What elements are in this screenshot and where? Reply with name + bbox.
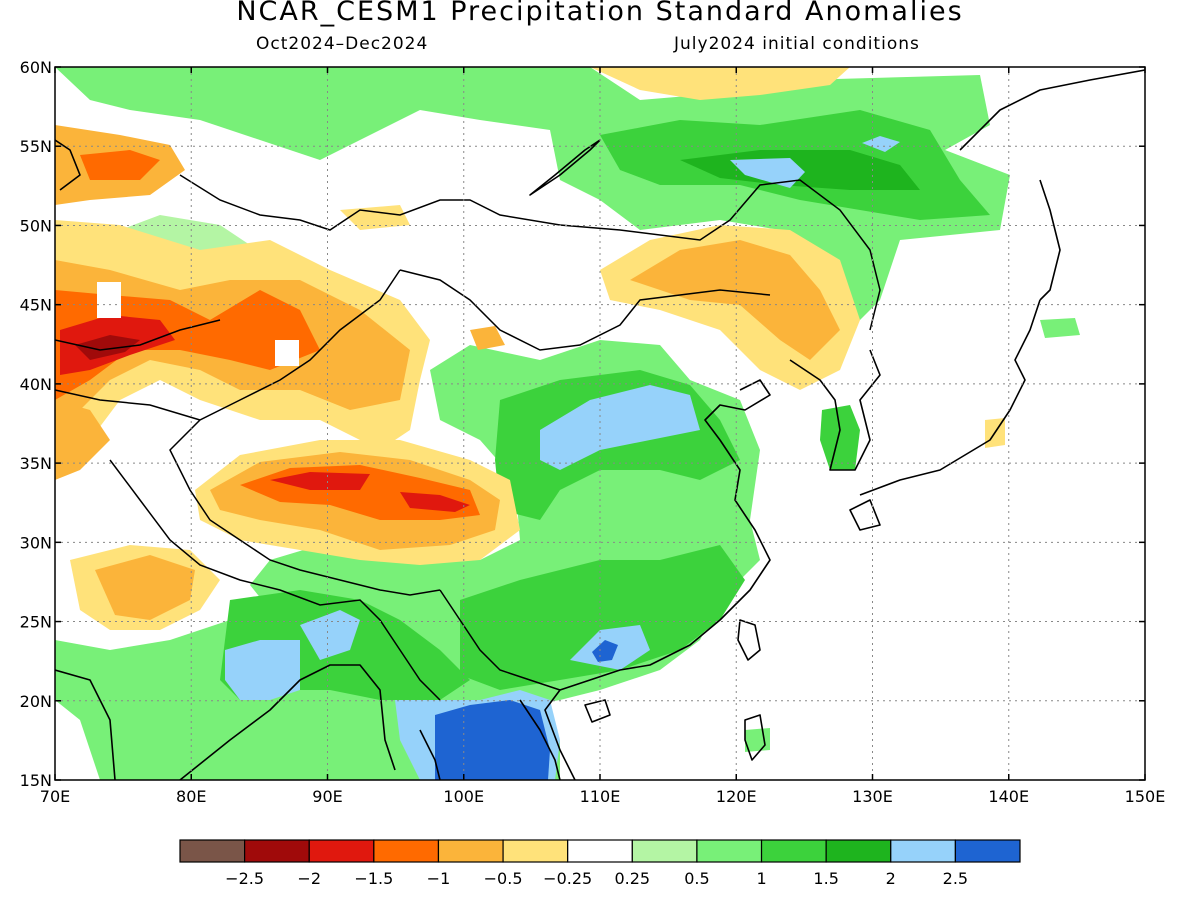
chart-title: NCAR_CESM1 Precipitation Standard Anomal…: [236, 0, 964, 27]
colorbar-swatch: [437, 839, 504, 863]
colorbar-swatch: [373, 839, 440, 863]
dry-small-patch-3: [340, 205, 410, 230]
colorbar-swatch: [631, 839, 698, 863]
border-kazakh: [55, 319, 221, 421]
masked-cell-2: [97, 282, 121, 318]
colorbar-swatch: [567, 839, 633, 863]
colorbar-label: 2: [886, 869, 896, 888]
y-tick-label: 20N: [20, 692, 52, 711]
dry-peak-tibet: [270, 472, 370, 490]
y-tick-label: 60N: [20, 58, 52, 77]
border-indochina: [439, 589, 561, 691]
border-russia: [179, 174, 881, 331]
forecast-period: Oct2024–Dec2024: [256, 34, 429, 54]
wet-blue-bay: [300, 610, 360, 660]
coastline-japan-south: [849, 499, 881, 531]
colorbar-label: −1: [427, 869, 451, 888]
colorbar-labels: −2.5 −2 −1.5 −1 −0.5 −0.25 0.25 0.5 1 1.5 2 2.5: [225, 869, 968, 888]
coastline-okhotsk: [959, 69, 1145, 151]
x-tick-label: 140E: [988, 787, 1029, 806]
y-tick-label: 45N: [20, 296, 52, 315]
colorbar-label: −2: [297, 869, 321, 888]
colorbar-label: −0.25: [543, 869, 592, 888]
coastline-bay-of-bengal: [179, 664, 396, 780]
colorbar-swatch: [502, 839, 569, 863]
colorbar-label: 2.5: [943, 869, 968, 888]
masked-cell-1: [275, 340, 299, 366]
y-tick-label: 40N: [20, 375, 52, 394]
wet-dot-north-2: [862, 136, 900, 152]
y-tick-label: 30N: [20, 533, 52, 552]
border-himalaya: [109, 459, 441, 701]
wet-dot-south: [592, 640, 618, 662]
dry-core-northwest: [80, 150, 160, 180]
wet-blue-southwest: [225, 640, 300, 700]
coastline-taiwan: [737, 619, 761, 661]
colorbar-swatch: [244, 839, 310, 863]
colorbar: [179, 839, 1021, 863]
dry-top-strip: [590, 67, 850, 100]
x-tick-label: 110E: [580, 787, 621, 806]
x-tick-label: 70E: [40, 787, 70, 806]
colorbar-label: 1: [756, 869, 766, 888]
colorbar-label: 1.5: [813, 869, 838, 888]
x-tick-label: 150E: [1125, 787, 1166, 806]
grid-lines: [55, 67, 1145, 780]
colorbar-swatch: [179, 839, 246, 863]
colorbar-label: −2.5: [225, 869, 264, 888]
x-tick-label: 90E: [312, 787, 342, 806]
dry-core-mongolia: [630, 240, 840, 360]
coastlines: [55, 69, 1145, 780]
wet-blue-central: [540, 385, 700, 470]
border-mongolia: [399, 269, 771, 351]
country-borders: [55, 174, 881, 701]
colorbar-label: 0.5: [684, 869, 709, 888]
colorbar-label: −1.5: [354, 869, 393, 888]
border-china-west: [169, 269, 441, 596]
y-tick-label: 50N: [20, 216, 52, 235]
colorbar-label: −0.5: [484, 869, 523, 888]
coastline-japan: [859, 299, 1041, 496]
y-tick-label: 35N: [20, 454, 52, 473]
x-tick-label: 120E: [716, 787, 757, 806]
x-tick-label: 80E: [176, 787, 206, 806]
wet-deepblue-indochina: [435, 700, 550, 780]
wet-east-japan: [1040, 318, 1080, 338]
wet-dot-north-1: [730, 158, 805, 188]
coastline-sakhalin: [1039, 179, 1061, 301]
initial-conditions: July2024 initial conditions: [674, 34, 920, 54]
coastline-korea: [789, 349, 881, 471]
colorbar-label: 0.25: [614, 869, 650, 888]
x-tick-label: 100E: [443, 787, 484, 806]
y-tick-label: 15N: [20, 771, 52, 790]
coastline-india: [55, 669, 116, 780]
axis-labels: 70E 80E 90E 100E 110E 120E 130E 140E 150E 15N 20N 2…: [20, 58, 1166, 806]
dry-peak-tibet-2: [400, 492, 470, 512]
anomaly-fields: [55, 67, 1080, 780]
coastline-indochina: [419, 699, 561, 780]
wet-korea: [820, 405, 860, 470]
dry-max-kazakh: [75, 335, 140, 360]
dry-small-patch-1: [470, 326, 505, 350]
coastline-east-asia: [544, 379, 771, 780]
colorbar-swatch: [825, 839, 892, 863]
x-tick-label: 130E: [852, 787, 893, 806]
y-tick-label: 25N: [20, 613, 52, 632]
colorbar-swatch: [308, 839, 375, 863]
y-tick-label: 55N: [20, 137, 52, 156]
coastline-caspian: [55, 139, 81, 191]
colorbar-swatch: [696, 839, 763, 863]
wet-core-south: [460, 545, 745, 690]
tick-marks: [54, 66, 1146, 781]
colorbar-swatch: [890, 839, 956, 863]
coastline-philippines: [744, 714, 766, 761]
dry-region-caspian: [55, 400, 110, 480]
dry-core-india: [95, 555, 195, 620]
colorbar-swatch: [760, 839, 827, 863]
coastline-hainan: [584, 699, 611, 723]
colorbar-swatch: [954, 839, 1021, 863]
